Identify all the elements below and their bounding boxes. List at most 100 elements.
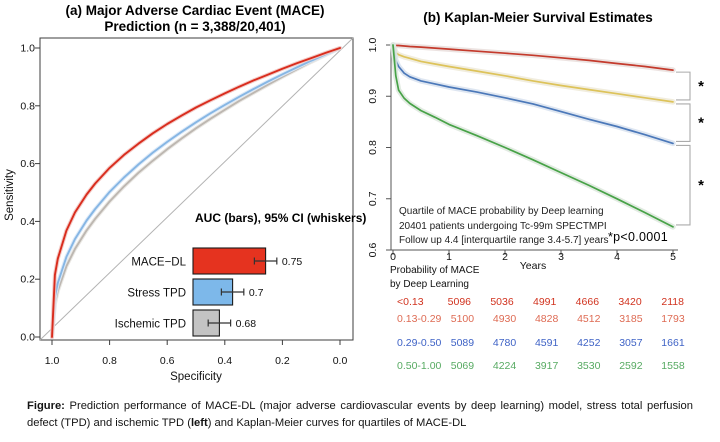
panel-a-x-tick-label: 0.4 <box>217 355 232 367</box>
risk-count: 4828 <box>534 313 559 325</box>
risk-count: 4224 <box>492 360 517 372</box>
risk-count: 3420 <box>618 296 642 308</box>
panel-b-y-tick-label: 1.0 <box>367 38 379 53</box>
auc-bar-label-stress-tpd: Stress TPD <box>127 288 186 300</box>
panel-b-x-axis-label: Years <box>519 260 547 272</box>
panel-a-plot-box <box>39 37 354 341</box>
risk-count: 4252 <box>577 337 601 349</box>
risk-table-row-quartile-2: 0.13-0.29 5100 4930 4828 4512 3185 1793 <box>380 313 694 325</box>
risk-count: 3185 <box>619 313 643 325</box>
auc-bar-label-ischemic-tpd: Ischemic TPD <box>115 319 186 331</box>
risk-count: 2592 <box>619 360 643 372</box>
caption-body-2: ) and Kaplan-Meier curves for quartiles … <box>207 417 467 429</box>
risk-row-label: 0.29-0.50 <box>397 337 442 349</box>
risk-row-label: 0.13-0.29 <box>397 313 442 325</box>
risk-table-row-quartile-3: 0.29-0.50 5089 4780 4591 4252 3057 1661 <box>380 337 694 349</box>
panel-a-y-tick-label: 0.6 <box>20 158 35 170</box>
panel-b-title: (b) Kaplan-Meier Survival Estimates <box>423 10 653 25</box>
panel-b-x-tick-label: 1 <box>446 251 452 263</box>
roc-diagonal-reference-line <box>39 37 354 341</box>
km-significance-asterisk-2: * <box>698 115 704 132</box>
risk-count: 4991 <box>533 296 557 308</box>
panel-b-y-tick-label: 0.9 <box>367 89 379 104</box>
risk-count: 4930 <box>492 313 517 325</box>
risk-count: 5036 <box>490 296 514 308</box>
km-band-0-50-1-00 <box>390 42 676 230</box>
km-curve-0-29-0-50 <box>392 44 674 145</box>
risk-count: 2118 <box>661 296 684 308</box>
panel-a-y-tick-label: 0.4 <box>20 216 35 228</box>
risk-table-header-line1: Probability of MACE <box>390 265 480 276</box>
panel-a-x-tick-label: 0.2 <box>275 355 290 367</box>
auc-value-mace-dl: 0.75 <box>282 256 303 268</box>
figure-caption: Figure: Prediction performance of MACE-D… <box>27 398 693 432</box>
panel-b-x-tick-label: 4 <box>614 251 620 263</box>
auc-value-stress-tpd: 0.7 <box>249 287 264 299</box>
risk-count: 3530 <box>577 360 601 372</box>
risk-count: 1793 <box>661 313 685 325</box>
panel-b-x-tick-label: 5 <box>670 251 676 263</box>
risk-count: 5100 <box>450 313 475 325</box>
auc-inset-heading: AUC (bars), 95% CI (whiskers) <box>195 211 367 225</box>
panel-b-y-tick-label: 0.6 <box>367 243 379 258</box>
km-comparison-bracket-2 <box>676 103 691 142</box>
risk-count: 1661 <box>661 337 685 349</box>
panel-a-y-tick-label: 0.0 <box>20 332 35 344</box>
risk-count: 5089 <box>450 337 475 349</box>
panel-a-title-line1: (a) Major Adverse Cardiac Event (MACE) <box>65 3 325 18</box>
panel-b-x-tick-label: 0 <box>390 251 396 263</box>
caption-bold-word: left <box>190 417 208 429</box>
km-significance-asterisk-1: * <box>698 78 704 95</box>
km-comparison-bracket-1 <box>676 71 691 101</box>
km-p-value-label: *p<0.0001 <box>608 230 669 244</box>
risk-table-row-quartile-4: 0.50-1.00 5069 4224 3917 3530 2592 1558 <box>380 360 694 372</box>
risk-count: 3917 <box>534 360 559 372</box>
roc-curve-mace-dl <box>51 47 341 338</box>
risk-count: 4666 <box>575 296 600 308</box>
roc-curve-ischemic-tpd <box>51 47 341 338</box>
panel-a-y-tick-label: 0.2 <box>20 274 35 286</box>
panel-a-x-tick-label: 0.8 <box>102 355 117 367</box>
risk-count: 5096 <box>447 296 472 308</box>
km-annotation: Quartile of MACE probability by Deep lea… <box>399 205 609 249</box>
risk-count: 1558 <box>661 360 685 372</box>
km-annotation-line2: 20401 patients undergoing Tc-99m SPECTMP… <box>399 220 607 232</box>
risk-count: 4591 <box>534 337 559 349</box>
risk-row-label: 0.50-1.00 <box>397 360 442 372</box>
panel-a-title: (a) Major Adverse Cardiac Event (MACE) P… <box>30 3 360 35</box>
panel-b-y-tick-label: 0.8 <box>367 140 379 155</box>
panel-a-y-axis-label: Sensitivity <box>4 169 16 221</box>
caption-body-1: Prediction performance of MACE-DL (major… <box>27 400 693 429</box>
km-annotation-line1: Quartile of MACE probability by Deep lea… <box>399 206 604 217</box>
panel-a-title-line2: Prediction (n = 3,388/20,401) <box>104 19 286 34</box>
km-significance-asterisk-3: * <box>698 177 704 194</box>
panel-b-x-tick-label: 3 <box>558 251 564 263</box>
risk-count: 5069 <box>450 360 475 372</box>
panel-b-y-tick-label: 0.7 <box>367 191 379 206</box>
km-curve-0-13 <box>392 44 674 71</box>
risk-count: 3057 <box>619 337 643 349</box>
panel-a-x-tick-label: 0.0 <box>333 355 348 367</box>
panel-b-x-tick-label: 2 <box>502 251 508 263</box>
km-curve-0-13-0-29 <box>392 44 674 103</box>
panel-a-y-tick-label: 1.0 <box>20 43 35 55</box>
auc-bar-mace-dl <box>192 247 267 275</box>
risk-count: 4780 <box>492 337 517 349</box>
risk-table-row-quartile-1: <0.13 5096 5036 4991 4666 3420 2118 <box>380 296 694 308</box>
caption-prefix: Figure: <box>27 400 65 412</box>
risk-table-header: Probability of MACE by Deep Learning <box>390 264 479 292</box>
km-comparison-bracket-3 <box>676 144 691 226</box>
roc-curve-stress-tpd <box>51 47 341 338</box>
auc-bar-label-mace-dl: MACE−DL <box>131 257 186 269</box>
km-annotation-line3: Follow up 4.4 [interquartile range 3.4-5… <box>399 235 609 246</box>
panel-a-x-axis-label: Specificity <box>170 371 222 383</box>
panel-a-x-tick-label: 0.6 <box>160 355 175 367</box>
km-curve-0-50-1-00 <box>392 44 674 228</box>
panel-a-y-tick-label: 0.8 <box>20 100 35 112</box>
risk-count: 4512 <box>577 313 601 325</box>
risk-row-label: <0.13 <box>397 296 424 308</box>
panel-a-x-tick-label: 1.0 <box>45 355 60 367</box>
auc-value-ischemic-tpd: 0.68 <box>236 318 257 330</box>
